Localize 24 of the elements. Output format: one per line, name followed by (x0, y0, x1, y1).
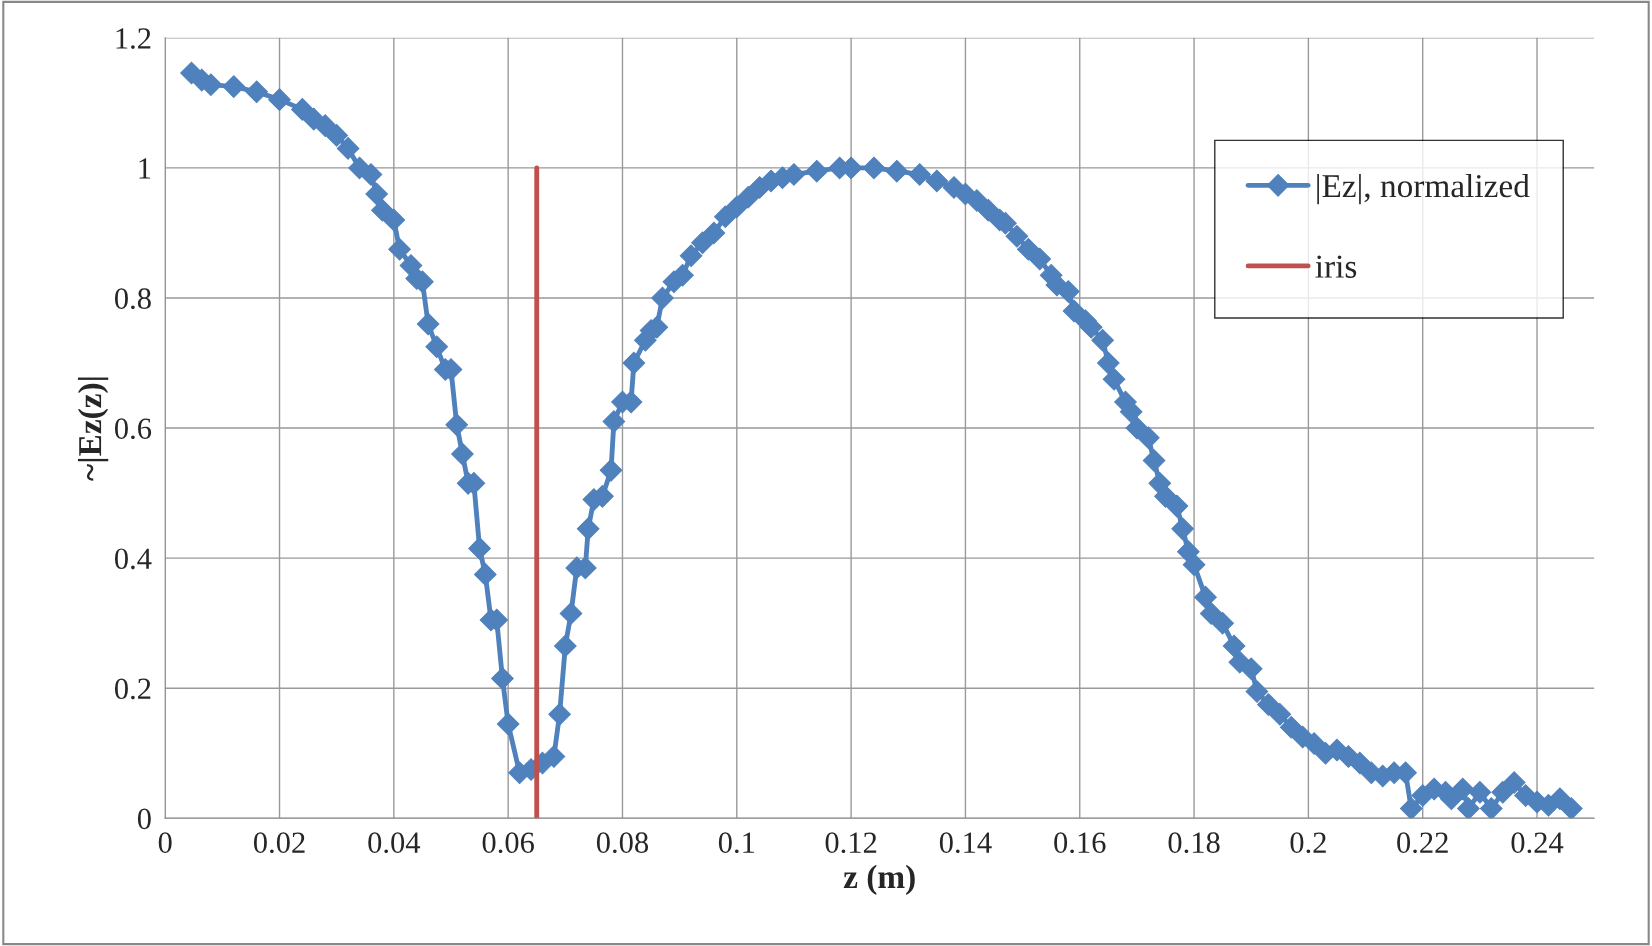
x-axis-title: z (m) (843, 864, 915, 895)
legend-label: iris (1315, 255, 1357, 278)
x-tick-label: 0.04 (368, 832, 421, 854)
y-tick-label: 0.2 (114, 678, 151, 700)
x-tick-label: 0.1 (718, 832, 755, 854)
x-tick-label: 0.22 (1397, 832, 1448, 854)
y-axis-title: ~|Ez(z)| (77, 377, 109, 481)
x-tick-label: 0.2 (1290, 832, 1326, 854)
x-tick-label: 0.18 (1168, 832, 1220, 854)
x-tick-label: 0.14 (939, 832, 992, 854)
x-tick-label: 0 (158, 832, 172, 853)
x-tick-label: 0.08 (596, 832, 649, 854)
y-tick-label: 0.8 (114, 288, 151, 310)
y-tick-label: 0.6 (114, 418, 152, 440)
y-tick-label: 1.2 (116, 28, 151, 49)
x-tick-label: 0.06 (482, 832, 534, 854)
x-tick-label: 0.24 (1511, 832, 1564, 854)
x-tick-label: 0.12 (825, 832, 877, 854)
x-tick-label: 0.16 (1054, 832, 1106, 854)
y-tick-label: 1 (139, 158, 151, 179)
y-tick-label: 0.4 (114, 548, 152, 570)
x-tick-label: 0.02 (253, 832, 305, 854)
legend-label: |Ez|, normalized (1317, 173, 1530, 205)
y-tick-label: 0 (137, 808, 151, 830)
